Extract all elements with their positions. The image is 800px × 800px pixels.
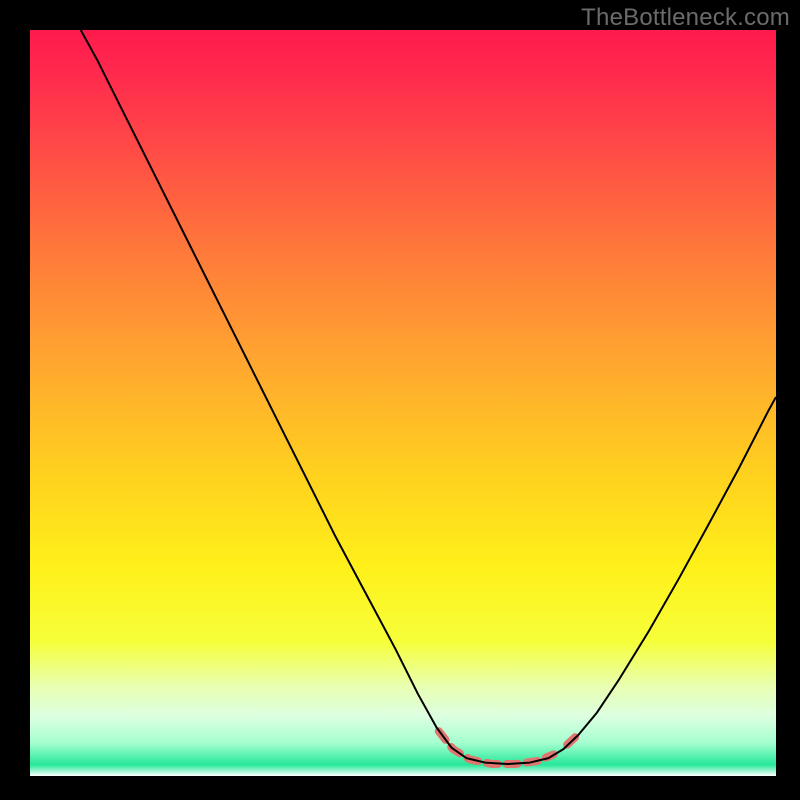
chart-stage: TheBottleneck.com bbox=[0, 0, 800, 800]
bottleneck-chart bbox=[0, 0, 800, 800]
plot-border-right bbox=[776, 0, 800, 800]
plot-border-bottom bbox=[0, 776, 800, 800]
watermark-text: TheBottleneck.com bbox=[581, 4, 790, 32]
plot-border-left bbox=[0, 0, 30, 800]
